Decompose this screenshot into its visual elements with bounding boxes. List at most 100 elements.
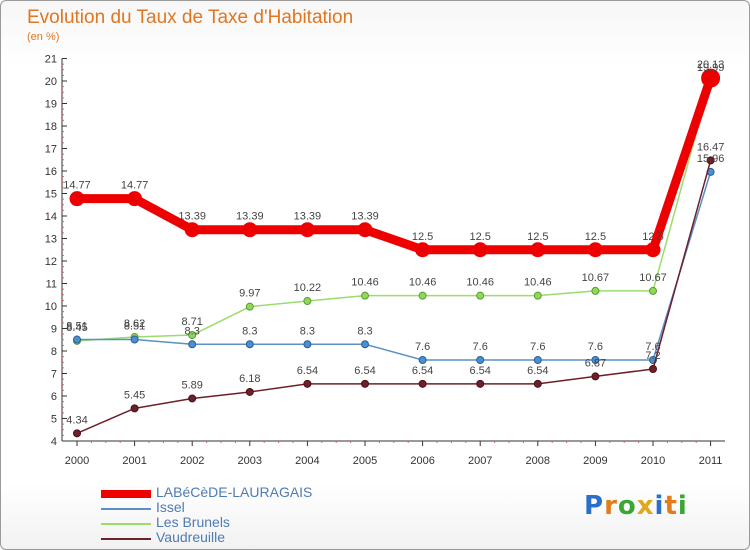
y-tick-label: 16 bbox=[45, 166, 57, 178]
data-label: 6.54 bbox=[412, 365, 433, 377]
data-point bbox=[533, 379, 542, 388]
data-label: 7.6 bbox=[645, 341, 660, 353]
data-label: 6.18 bbox=[239, 373, 260, 385]
legend-swatch bbox=[101, 508, 151, 510]
data-point bbox=[245, 387, 254, 396]
data-label: 6.54 bbox=[469, 365, 490, 377]
data-label: 16.47 bbox=[697, 141, 725, 153]
data-point bbox=[530, 242, 546, 258]
data-point bbox=[591, 372, 600, 381]
data-point bbox=[701, 68, 721, 88]
chart-unit: (en %) bbox=[27, 31, 60, 43]
x-tick-label: 2006 bbox=[410, 455, 434, 467]
data-label: 5.45 bbox=[124, 389, 145, 401]
data-label: 12.5 bbox=[585, 231, 606, 243]
data-label: 14.77 bbox=[121, 180, 149, 192]
data-point bbox=[303, 340, 312, 349]
brand-letter: x bbox=[636, 491, 655, 521]
y-tick-label: 8 bbox=[51, 346, 57, 358]
legend-swatch bbox=[101, 538, 151, 540]
data-label: 19.99 bbox=[697, 62, 725, 74]
x-tick-label: 2007 bbox=[468, 455, 492, 467]
y-tick-label: 10 bbox=[45, 301, 57, 313]
y-tick-label: 9 bbox=[51, 324, 57, 336]
data-label: 13.39 bbox=[294, 211, 322, 223]
data-label: 4.34 bbox=[66, 414, 87, 426]
data-point bbox=[184, 222, 200, 238]
data-point bbox=[73, 429, 81, 438]
data-point bbox=[476, 291, 485, 300]
data-point bbox=[303, 297, 312, 306]
data-label: 12.5 bbox=[469, 231, 490, 243]
y-tick-label: 7 bbox=[51, 369, 57, 381]
brand-letter: i bbox=[677, 491, 688, 521]
data-label: 9.97 bbox=[239, 288, 260, 300]
y-tick-label: 21 bbox=[45, 54, 57, 66]
data-label: 8.45 bbox=[66, 322, 87, 334]
x-tick-label: 2005 bbox=[353, 455, 377, 467]
data-label: 6.54 bbox=[297, 365, 318, 377]
y-tick-label: 11 bbox=[46, 279, 57, 291]
data-label: 8.3 bbox=[300, 325, 315, 337]
y-tick-label: 18 bbox=[45, 121, 57, 133]
data-point bbox=[649, 365, 657, 373]
y-tick-label: 19 bbox=[45, 99, 57, 111]
data-label: 7.6 bbox=[473, 341, 488, 353]
y-tick-label: 15 bbox=[45, 189, 57, 201]
y-tick-label: 20 bbox=[45, 76, 57, 88]
legend-label: LABéCèDE-LAURAGAIS bbox=[156, 484, 313, 500]
data-point bbox=[418, 379, 427, 388]
data-point bbox=[587, 242, 603, 258]
legend-label: Les Brunels bbox=[156, 514, 230, 530]
data-label: 10.46 bbox=[524, 277, 552, 289]
data-label: 8.51 bbox=[124, 321, 145, 333]
y-tick-label: 6 bbox=[51, 391, 57, 403]
data-point bbox=[649, 286, 657, 295]
brand-letter: t bbox=[664, 491, 678, 521]
data-point bbox=[591, 356, 600, 364]
legend-swatch bbox=[101, 490, 151, 498]
data-label: 6.54 bbox=[527, 365, 548, 377]
data-point bbox=[130, 335, 139, 344]
x-tick-label: 2004 bbox=[295, 455, 319, 467]
y-tick-label: 5 bbox=[51, 414, 57, 426]
data-label: 12.5 bbox=[527, 231, 548, 243]
data-point bbox=[476, 356, 485, 364]
brand-letter: P bbox=[584, 491, 605, 521]
x-tick-label: 2000 bbox=[65, 455, 89, 467]
data-point bbox=[188, 340, 197, 349]
chart-title: Evolution du Taux de Taxe d'Habitation bbox=[27, 7, 354, 28]
series-line-0 bbox=[77, 76, 715, 255]
series-line-2 bbox=[76, 81, 712, 342]
data-label: 6.54 bbox=[354, 365, 375, 377]
y-tick-label: 17 bbox=[45, 144, 57, 156]
brand-letter: i bbox=[654, 491, 665, 521]
data-point bbox=[245, 340, 254, 349]
series-line-3 bbox=[76, 160, 712, 435]
data-label: 13.39 bbox=[351, 211, 379, 223]
data-label: 14.77 bbox=[63, 180, 91, 192]
data-label: 8.51 bbox=[66, 321, 87, 333]
x-tick-label: 2008 bbox=[526, 455, 550, 467]
data-point bbox=[361, 291, 369, 300]
legend-label: Vaudreuille bbox=[156, 529, 226, 545]
brand-letter: r bbox=[604, 491, 618, 521]
data-point bbox=[69, 191, 85, 207]
y-tick-label: 12 bbox=[45, 256, 57, 268]
data-label: 8.3 bbox=[242, 325, 257, 337]
data-point bbox=[188, 394, 197, 403]
data-label: 10.46 bbox=[466, 277, 494, 289]
data-label: 15.96 bbox=[697, 153, 725, 165]
data-label: 10.46 bbox=[351, 277, 379, 289]
x-tick-label: 2003 bbox=[238, 455, 262, 467]
data-point bbox=[591, 286, 600, 295]
data-label: 8.71 bbox=[181, 316, 202, 328]
data-label: 10.67 bbox=[582, 272, 610, 284]
data-point bbox=[130, 404, 139, 413]
data-label: 13.39 bbox=[178, 211, 206, 223]
x-tick-label: 2011 bbox=[699, 455, 723, 467]
data-point bbox=[303, 379, 312, 388]
data-point bbox=[188, 331, 197, 340]
data-label: 12.5 bbox=[642, 231, 663, 243]
